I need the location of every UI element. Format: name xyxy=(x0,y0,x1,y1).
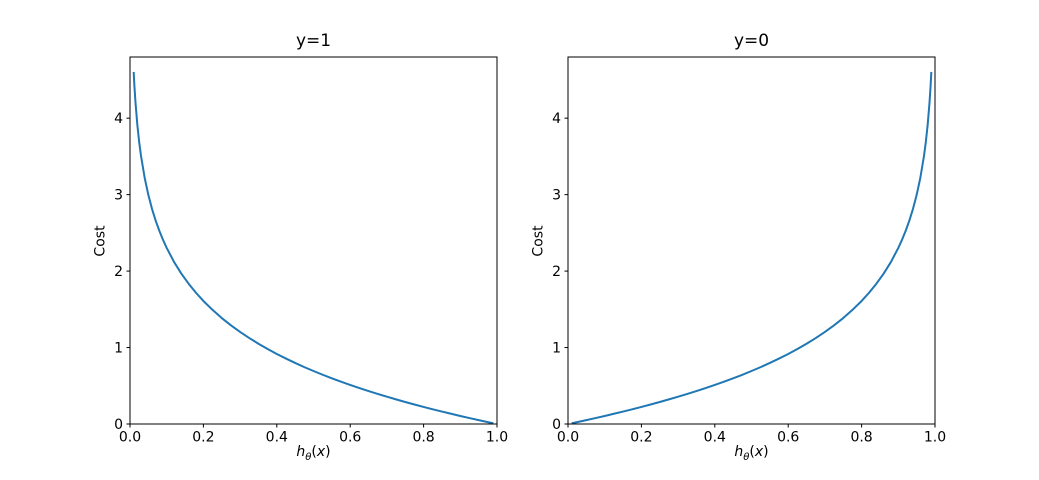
y-tick-label: 4 xyxy=(552,111,561,127)
plot-area-y0: 0.0 0.2 0.4 0.6 0.8 1.0 0 1 2 3 4 xyxy=(552,56,946,446)
y-tick-label: 0 xyxy=(552,417,561,433)
plot-title-y1: y=1 xyxy=(295,31,332,51)
y-tick-label: 3 xyxy=(552,188,561,204)
plot-area-y1: 0.0 0.2 0.4 0.6 0.8 1.0 0 1 2 3 4 xyxy=(114,56,508,446)
cost-curve xyxy=(132,71,494,425)
x-axis-label-y1: hθ(x) xyxy=(296,444,331,463)
axes-spines xyxy=(129,56,498,425)
y-tick-label: 2 xyxy=(552,264,561,280)
y-tick-label: 2 xyxy=(114,264,123,280)
y-tick-label: 1 xyxy=(552,341,561,357)
axes-spines xyxy=(567,56,936,425)
cost-curve xyxy=(571,71,933,425)
subplot-y0: y=0 Cost 0.0 0.2 0.4 0.6 0.8 1.0 0 1 2 3 4 hθ(x) xyxy=(528,30,973,475)
x-tick-label: 0.4 xyxy=(266,430,288,446)
x-tick-label: 0.0 xyxy=(119,430,141,446)
x-axis-label-y0: hθ(x) xyxy=(734,444,769,463)
x-tick-label: 0.6 xyxy=(777,430,799,446)
x-tick-label: 0.8 xyxy=(412,430,434,446)
subplot-y1: y=1 Cost 0.0 0.2 0.4 0.6 0.8 1.0 0 1 2 3 4 hθ(x) xyxy=(90,30,535,475)
x-tick-label: 0.0 xyxy=(557,430,579,446)
x-tick-label: 0.4 xyxy=(704,430,726,446)
x-tick-label: 0.2 xyxy=(192,430,214,446)
y-tick-label: 0 xyxy=(114,417,123,433)
x-tick-label: 1.0 xyxy=(486,430,508,446)
plot-title-y0: y=0 xyxy=(733,31,770,51)
x-tick-label: 1.0 xyxy=(924,430,946,446)
y-tick-label: 3 xyxy=(114,188,123,204)
x-tick-label: 0.6 xyxy=(339,430,361,446)
x-tick-label: 0.8 xyxy=(850,430,872,446)
x-tick-label: 0.2 xyxy=(630,430,652,446)
y-tick-label: 1 xyxy=(114,341,123,357)
y-tick-label: 4 xyxy=(114,111,123,127)
